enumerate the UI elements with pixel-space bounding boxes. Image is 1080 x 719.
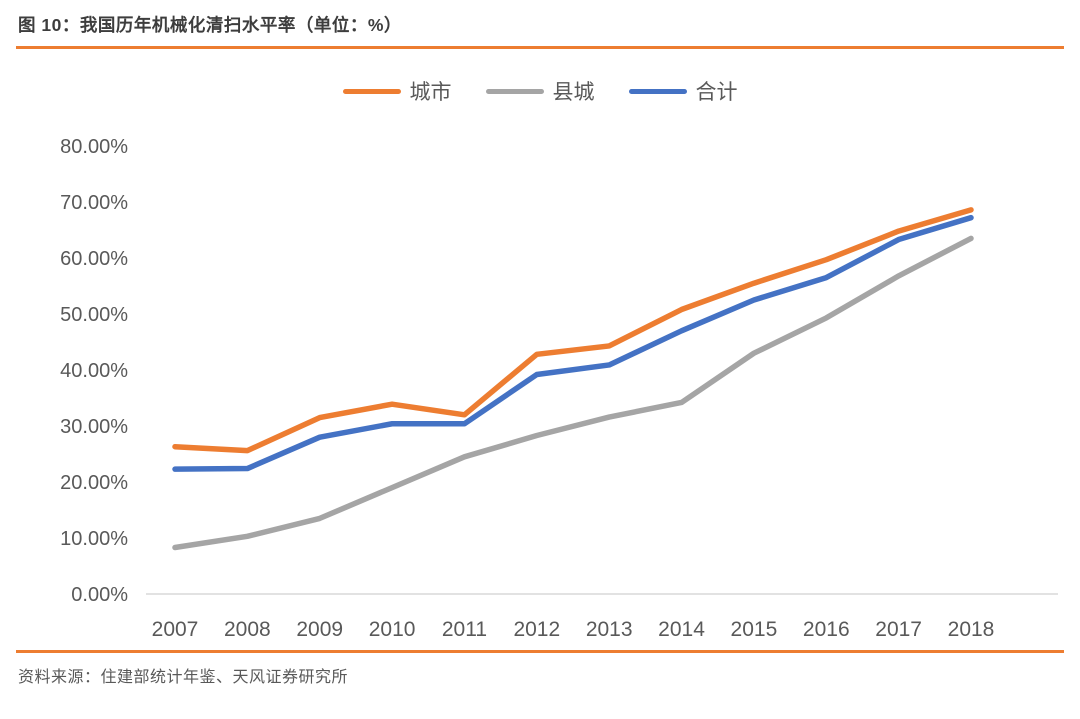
legend-swatch-county: [485, 88, 544, 94]
y-tick-label: 10.00%: [60, 528, 128, 550]
x-tick-label: 2016: [803, 618, 850, 639]
x-tick-label: 2009: [296, 618, 343, 639]
chart-header: 图 10：我国历年机械化清扫水平率（单位：%）: [16, 0, 1064, 49]
x-tick-label: 2011: [442, 618, 487, 639]
legend-item-county: 县城: [485, 76, 595, 106]
y-tick-label: 0.00%: [71, 584, 128, 606]
x-tick-label: 2008: [224, 618, 271, 639]
x-tick-label: 2014: [658, 618, 705, 639]
x-tick-label: 2015: [731, 618, 778, 639]
source-text: 资料来源：住建部统计年鉴、天风证券研究所: [18, 669, 349, 686]
legend-item-total: 合计: [628, 76, 738, 106]
y-tick-label: 70.00%: [60, 192, 128, 214]
x-tick-label: 2013: [586, 618, 633, 639]
legend: 城市 县城 合计: [0, 77, 1080, 105]
x-tick-label: 2010: [369, 618, 416, 639]
x-tick-label: 2007: [152, 618, 199, 639]
y-tick-label: 80.00%: [60, 136, 128, 158]
series-line-县城: [172, 235, 974, 551]
chart-area: 80.00% 70.00% 60.00% 50.00% 40.00% 30.00% 20.0…: [0, 119, 1080, 644]
chart-footer: 资料来源：住建部统计年鉴、天风证券研究所: [16, 650, 1064, 687]
legend-label-county: 县城: [552, 81, 595, 104]
legend-swatch-total: [628, 88, 687, 94]
x-tick-label: 2018: [948, 618, 995, 639]
legend-label-total: 合计: [695, 81, 738, 104]
series-line-合计: [172, 214, 974, 472]
y-tick-label: 50.00%: [60, 304, 128, 326]
y-tick-label: 30.00%: [60, 416, 128, 438]
x-tick-label: 2012: [513, 618, 560, 639]
y-tick-label: 60.00%: [60, 248, 128, 270]
series-line-城市: [172, 207, 974, 454]
y-tick-label: 40.00%: [60, 360, 128, 382]
x-tick-label: 2017: [875, 618, 922, 639]
legend-swatch-city: [342, 88, 401, 94]
legend-item-city: 城市: [342, 76, 452, 106]
page-title: 图 10：我国历年机械化清扫水平率（单位：%）: [18, 15, 402, 35]
legend-label-city: 城市: [409, 81, 452, 104]
line-chart: 80.00% 70.00% 60.00% 50.00% 40.00% 30.00% 20.0…: [60, 136, 1058, 641]
y-tick-label: 20.00%: [60, 472, 128, 494]
